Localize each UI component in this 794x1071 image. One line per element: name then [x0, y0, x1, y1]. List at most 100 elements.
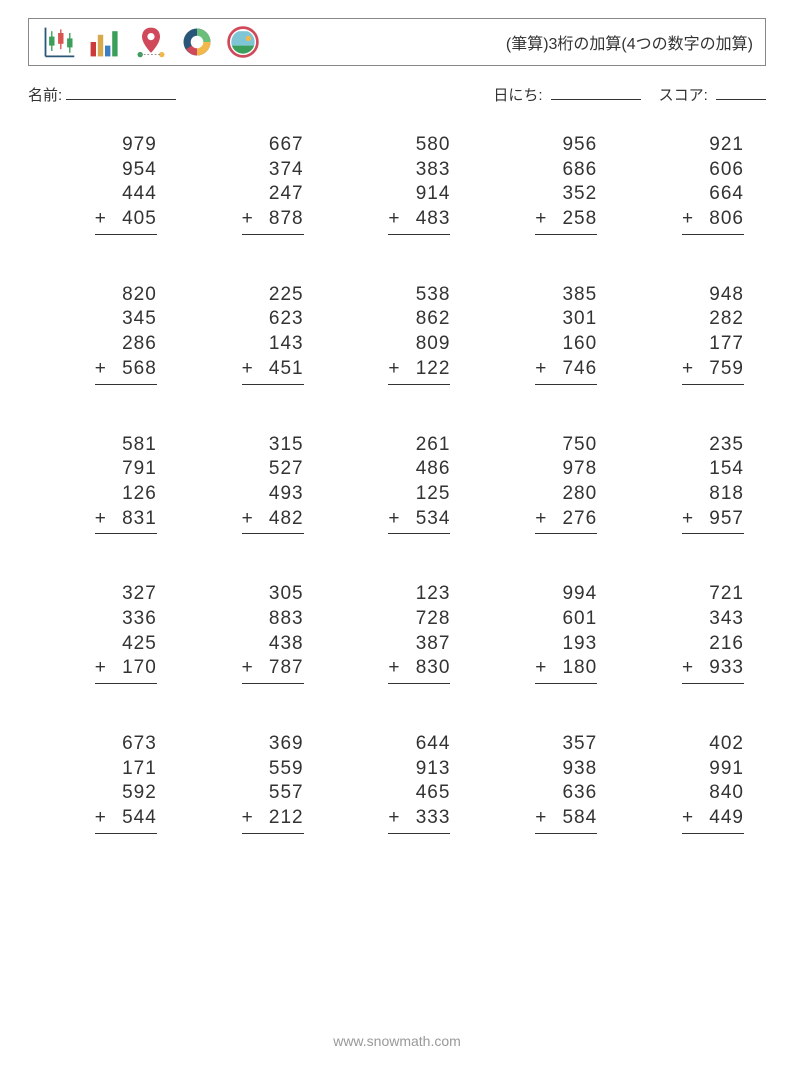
operand: 673 [97, 732, 157, 757]
answer-rule [95, 384, 157, 385]
operand: 357 [537, 732, 597, 757]
operand-last: +544 [97, 806, 157, 831]
operand: 979 [97, 133, 157, 158]
operand-last: +451 [244, 357, 304, 382]
answer-rule [535, 833, 597, 834]
plus-sign: + [388, 357, 400, 382]
addition-problem: 921606664+806 [637, 133, 744, 235]
answer-rule [535, 384, 597, 385]
addition-problem: 225623143+451 [197, 283, 304, 385]
answer-rule [535, 683, 597, 684]
operand: 584 [562, 807, 597, 828]
addition-problem: 667374247+878 [197, 133, 304, 235]
plus-sign: + [535, 656, 547, 681]
operand: 933 [709, 657, 744, 678]
score-underline [716, 84, 766, 100]
operand: 343 [684, 607, 744, 632]
operand: 385 [537, 283, 597, 308]
operand: 818 [684, 482, 744, 507]
addition-problem: 235154818+957 [637, 433, 744, 535]
answer-rule [242, 533, 304, 534]
operand: 954 [97, 158, 157, 183]
plus-sign: + [388, 806, 400, 831]
operand-last: +568 [97, 357, 157, 382]
landscape-badge-icon [225, 24, 261, 60]
operand: 728 [390, 607, 450, 632]
operand-last: +759 [684, 357, 744, 382]
addition-problem: 315527493+482 [197, 433, 304, 535]
operand: 957 [709, 508, 744, 529]
plus-sign: + [242, 357, 254, 382]
operand: 840 [684, 781, 744, 806]
operand: 623 [244, 307, 304, 332]
plus-sign: + [682, 207, 694, 232]
addition-problem: 385301160+746 [490, 283, 597, 385]
plus-sign: + [388, 507, 400, 532]
answer-rule [388, 384, 450, 385]
answer-rule [682, 533, 744, 534]
operand: 122 [416, 358, 451, 379]
problems-grid: 979954444+405667374247+878580383914+4839… [50, 133, 744, 834]
operand: 193 [537, 632, 597, 657]
operand-last: +333 [390, 806, 450, 831]
candlestick-chart-icon [41, 24, 77, 60]
operand: 449 [709, 807, 744, 828]
operand-last: +584 [537, 806, 597, 831]
operand: 991 [684, 757, 744, 782]
operand: 170 [122, 657, 157, 678]
operand: 451 [269, 358, 304, 379]
operand: 809 [390, 332, 450, 357]
operand: 126 [97, 482, 157, 507]
plus-sign: + [242, 806, 254, 831]
operand: 806 [709, 208, 744, 229]
operand: 402 [684, 732, 744, 757]
operand: 831 [122, 508, 157, 529]
operand: 544 [122, 807, 157, 828]
operand: 820 [97, 283, 157, 308]
answer-rule [682, 833, 744, 834]
operand: 301 [537, 307, 597, 332]
addition-problem: 261486125+534 [344, 433, 451, 535]
plus-sign: + [95, 357, 107, 382]
operand-last: +482 [244, 507, 304, 532]
plus-sign: + [95, 207, 107, 232]
addition-problem: 820345286+568 [50, 283, 157, 385]
addition-problem: 721343216+933 [637, 582, 744, 684]
operand: 636 [537, 781, 597, 806]
operand: 914 [390, 182, 450, 207]
answer-rule [242, 683, 304, 684]
plus-sign: + [682, 656, 694, 681]
operand-last: +806 [684, 207, 744, 232]
plus-sign: + [535, 357, 547, 382]
operand: 791 [97, 457, 157, 482]
operand: 750 [537, 433, 597, 458]
operand-last: +831 [97, 507, 157, 532]
operand: 327 [97, 582, 157, 607]
operand: 606 [684, 158, 744, 183]
operand-last: +534 [390, 507, 450, 532]
operand: 483 [416, 208, 451, 229]
operand: 538 [390, 283, 450, 308]
header-icons [41, 24, 261, 60]
plus-sign: + [388, 656, 400, 681]
operand: 938 [537, 757, 597, 782]
addition-problem: 123728387+830 [344, 582, 451, 684]
operand: 601 [537, 607, 597, 632]
map-pin-icon [133, 24, 169, 60]
operand: 258 [562, 208, 597, 229]
operand: 286 [97, 332, 157, 357]
plus-sign: + [242, 507, 254, 532]
plus-sign: + [682, 806, 694, 831]
operand: 721 [684, 582, 744, 607]
operand: 580 [390, 133, 450, 158]
name-field: 名前: [28, 84, 176, 105]
operand-last: +122 [390, 357, 450, 382]
operand-last: +180 [537, 656, 597, 681]
answer-rule [388, 234, 450, 235]
addition-problem: 369559557+212 [197, 732, 304, 834]
plus-sign: + [95, 806, 107, 831]
operand: 921 [684, 133, 744, 158]
donut-chart-icon [179, 24, 215, 60]
operand: 486 [390, 457, 450, 482]
operand-last: +258 [537, 207, 597, 232]
